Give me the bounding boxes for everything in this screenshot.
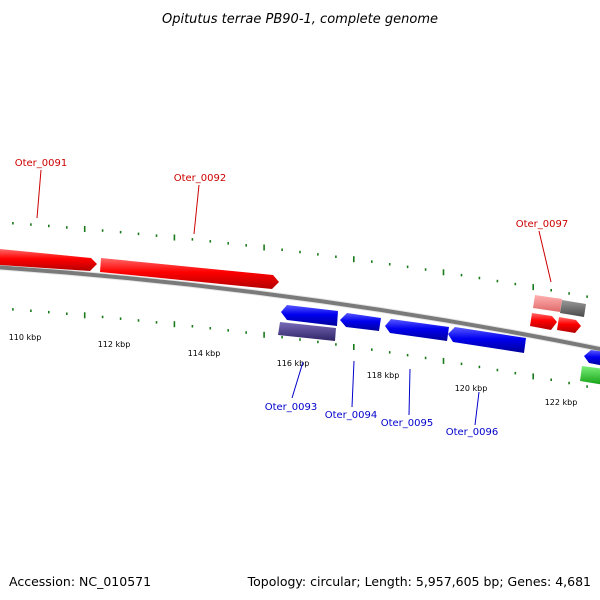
inner-tick-ring — [12, 308, 588, 388]
gene-label-oter-0096[interactable]: Oter_0096 — [446, 427, 499, 438]
tick-label: 122 kbp — [545, 398, 578, 407]
gene-oter-0095[interactable] — [385, 319, 449, 341]
tick-labels: 110 kbp 112 kbp 114 kbp 116 kbp 118 kbp … — [9, 333, 578, 407]
tick-label: 114 kbp — [188, 349, 221, 358]
forward-strand-genes — [0, 249, 586, 333]
leader-line-oter-0094 — [351, 360, 355, 408]
tick-label: 120 kbp — [455, 384, 488, 393]
gene-label-oter-0092[interactable]: Oter_0092 — [174, 173, 227, 184]
leader-line-oter-0097 — [538, 230, 552, 283]
gene-oter-0091[interactable] — [0, 249, 97, 271]
reverse-strand-genes — [278, 305, 600, 385]
gene-oter-0094[interactable] — [340, 313, 381, 331]
gene-label-oter-0094[interactable]: Oter_0094 — [325, 410, 378, 421]
gene-red-small-1[interactable] — [530, 313, 557, 330]
gene-label-oter-0097[interactable]: Oter_0097 — [516, 219, 569, 230]
gene-label-oter-0093[interactable]: Oter_0093 — [265, 402, 318, 413]
gene-oter-0097-pseudo[interactable] — [533, 295, 562, 312]
reverse-gene-labels: Oter_0093 Oter_0094 Oter_0095 Oter_0096 — [265, 360, 499, 438]
leader-line-oter-0092 — [193, 184, 200, 235]
outer-tick-ring — [12, 222, 588, 298]
gene-oter-0093[interactable] — [281, 305, 338, 326]
leader-line-oter-0095 — [408, 368, 411, 416]
gene-red-small-2[interactable] — [557, 317, 581, 333]
gene-blue-edge[interactable] — [584, 350, 600, 366]
tick-label: 110 kbp — [9, 333, 42, 342]
gene-label-oter-0095[interactable]: Oter_0095 — [381, 418, 434, 429]
leader-line-oter-0091 — [36, 169, 42, 219]
genome-summary-text: Topology: circular; Length: 5,957,605 bp… — [247, 574, 591, 589]
genome-backbone-core — [0, 265, 600, 352]
accession-text: Accession: NC_010571 — [9, 574, 152, 589]
tick-label: 112 kbp — [98, 340, 131, 349]
map-title: Opitutus terrae PB90-1, complete genome — [162, 12, 438, 27]
gene-oter-0093-purple[interactable] — [278, 322, 336, 341]
leader-line-oter-0093 — [291, 361, 304, 399]
gene-gray-forward[interactable] — [560, 300, 586, 317]
leader-line-oter-0096 — [474, 391, 480, 426]
gene-oter-0096[interactable] — [448, 327, 526, 353]
gene-green-edge[interactable] — [580, 366, 600, 385]
tick-label: 118 kbp — [367, 371, 400, 380]
tick-label: 116 kbp — [277, 359, 310, 368]
gene-oter-0092[interactable] — [100, 258, 279, 289]
forward-gene-labels: Oter_0091 Oter_0092 Oter_0097 — [15, 158, 569, 283]
gene-label-oter-0091[interactable]: Oter_0091 — [15, 158, 68, 169]
